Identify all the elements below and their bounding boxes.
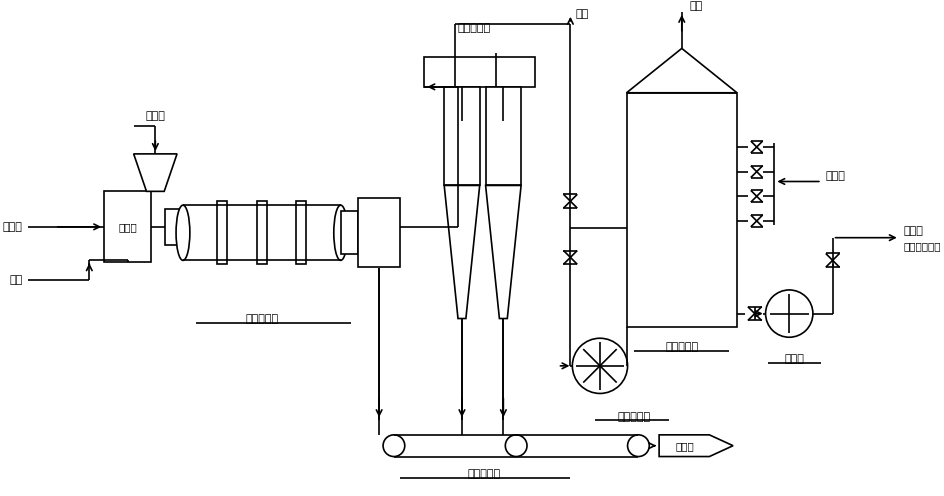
- Circle shape: [382, 435, 404, 456]
- Text: 回收液: 回收液: [902, 226, 922, 236]
- Text: 转筒干燥机: 转筒干燥机: [245, 314, 278, 324]
- Bar: [257, 201, 266, 264]
- Polygon shape: [485, 186, 520, 318]
- Text: 天然气: 天然气: [3, 222, 23, 232]
- Text: 去粗钾浓密机: 去粗钾浓密机: [902, 242, 940, 251]
- Circle shape: [765, 290, 812, 337]
- Bar: [217, 201, 228, 264]
- Text: 水浴除尘器: 水浴除尘器: [665, 342, 698, 352]
- Circle shape: [627, 435, 649, 456]
- Text: 渣浆泵: 渣浆泵: [784, 354, 803, 364]
- Text: 成品皮带机: 成品皮带机: [466, 469, 499, 479]
- Polygon shape: [658, 435, 733, 456]
- Bar: [444, 87, 480, 186]
- Text: 湿物料: 湿物料: [145, 112, 165, 122]
- Text: 排空: 排空: [575, 9, 588, 19]
- Bar: [424, 57, 534, 87]
- Bar: [485, 87, 520, 186]
- Bar: [104, 191, 151, 262]
- Text: 燃烧炉: 燃烧炉: [118, 222, 137, 232]
- Text: 喷淋水: 喷淋水: [825, 171, 845, 181]
- Bar: [626, 93, 736, 327]
- Text: 排空: 排空: [689, 1, 702, 11]
- Ellipse shape: [333, 205, 347, 260]
- Text: 旋风引风机: 旋风引风机: [617, 412, 650, 422]
- Text: 去包装: 去包装: [675, 441, 694, 451]
- Text: 空气: 空气: [9, 275, 23, 285]
- Circle shape: [572, 338, 627, 393]
- Bar: [165, 209, 183, 245]
- Circle shape: [505, 435, 527, 456]
- Bar: [341, 211, 358, 254]
- Text: 旋风除尘器: 旋风除尘器: [457, 23, 490, 33]
- Ellipse shape: [176, 205, 190, 260]
- Bar: [296, 201, 306, 264]
- Polygon shape: [626, 49, 736, 93]
- Bar: [358, 198, 399, 267]
- Polygon shape: [444, 186, 480, 318]
- Polygon shape: [133, 154, 177, 191]
